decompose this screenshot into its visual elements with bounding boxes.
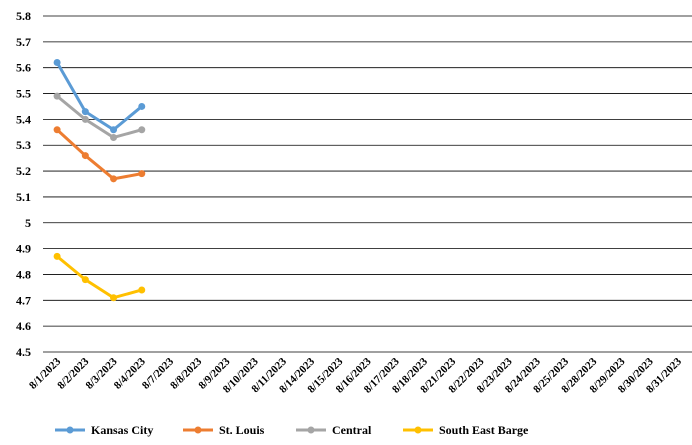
legend: Kansas City St. Louis Central South East Ba… xyxy=(55,423,529,437)
legend-label: Kansas City xyxy=(91,423,153,437)
data-point xyxy=(81,152,89,160)
legend-item: Central xyxy=(296,423,372,437)
y-tick-label: 5.2 xyxy=(16,164,31,178)
gridlines xyxy=(43,15,692,353)
data-point xyxy=(53,126,61,134)
legend-item: Kansas City xyxy=(55,423,153,437)
series-line xyxy=(55,94,144,139)
series-kansas-city xyxy=(53,59,146,134)
series-lines xyxy=(53,59,146,302)
legend-item: South East Barge xyxy=(403,423,529,437)
legend-item: St. Louis xyxy=(183,423,265,437)
legend-label: St. Louis xyxy=(219,423,265,437)
y-tick-label: 4.9 xyxy=(16,242,31,256)
legend-label: Central xyxy=(332,423,372,437)
series-line xyxy=(55,128,144,181)
series-st-louis xyxy=(53,126,146,183)
data-point xyxy=(138,126,146,134)
y-tick-label: 5.1 xyxy=(16,190,31,204)
data-point xyxy=(110,294,118,302)
data-point xyxy=(138,286,146,294)
data-point xyxy=(110,175,118,183)
legend-marker xyxy=(414,426,422,434)
series-south-east-barge xyxy=(53,252,146,302)
y-tick-label: 4.5 xyxy=(16,345,31,359)
x-axis-ticks: 8/1/20238/2/20238/3/20238/4/20238/7/2023… xyxy=(27,355,684,395)
y-tick-label: 5 xyxy=(25,216,31,230)
y-tick-label: 4.8 xyxy=(16,267,31,281)
y-tick-label: 5.4 xyxy=(16,112,31,126)
data-point xyxy=(81,115,89,123)
data-point xyxy=(53,252,61,260)
y-tick-label: 4.6 xyxy=(16,319,31,333)
data-point xyxy=(81,276,89,284)
y-tick-label: 5.6 xyxy=(16,61,31,75)
data-point xyxy=(81,108,89,116)
data-point xyxy=(138,102,146,110)
series-line xyxy=(55,61,144,132)
legend-marker xyxy=(194,426,202,434)
y-tick-label: 5.3 xyxy=(16,138,31,152)
y-axis-ticks: 4.5 4.6 4.7 4.8 4.9 5 5.1 5.2 5.3 5.4 5.5 5.6 5.7 5.8 xyxy=(16,9,31,359)
y-tick-label: 5.7 xyxy=(16,35,31,49)
legend-marker xyxy=(66,426,74,434)
data-point xyxy=(110,126,118,134)
series-line xyxy=(55,254,144,300)
legend-marker xyxy=(307,426,315,434)
data-point xyxy=(138,170,146,178)
y-tick-label: 4.7 xyxy=(16,293,31,307)
data-point xyxy=(110,133,118,141)
series-central xyxy=(53,92,146,141)
y-tick-label: 5.8 xyxy=(16,9,31,23)
data-point xyxy=(53,59,61,67)
legend-label: South East Barge xyxy=(439,423,529,437)
y-tick-label: 5.5 xyxy=(16,87,31,101)
data-point xyxy=(53,92,61,100)
